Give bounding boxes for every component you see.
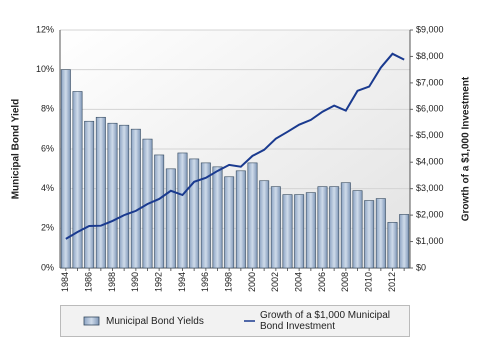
y-tick-label: 0% [41,262,54,272]
x-tick-label: 2004 [294,272,304,292]
y2-axis-title: Growth of a $1,000 Investment [461,76,472,221]
bar [212,166,223,269]
bar [399,214,410,269]
x-tick-label: 2006 [317,272,327,292]
y-tick-label: 4% [41,183,54,193]
legend-swatch [83,316,100,326]
x-tick-label: 1998 [224,272,234,292]
x-tick-label: 1992 [154,272,164,292]
bar [177,152,188,269]
y2-tick-label: $3,000 [416,183,444,193]
y2-tick-label: $0 [416,262,426,272]
chart: Municipal Bond Yield Growth of a $1,000 … [11,24,472,292]
bar [224,176,235,269]
bar [119,124,130,269]
bar [259,180,270,269]
x-tick-label: 2010 [364,272,374,292]
bar [60,69,71,269]
bar [352,190,363,269]
line [65,52,405,240]
bar [84,120,95,269]
legend-item: Growth of a $1,000 Municipal Bond Invest… [243,310,398,332]
bar [387,222,398,269]
bar [270,186,281,269]
y-tick-label: 2% [41,223,54,233]
bar [364,200,375,269]
y2-tick-label: $5,000 [416,130,444,140]
legend: Municipal Bond Yields Growth of a $1,000… [60,305,410,337]
bar [200,162,211,269]
bar [375,198,386,269]
bar [247,162,258,269]
bar [340,182,351,269]
bar [235,170,246,269]
x-tick-label: 1996 [200,272,210,292]
bar [130,128,141,269]
x-tick-label: 1988 [107,272,117,292]
bar [165,168,176,269]
x-tick-label: 2008 [340,272,350,292]
y-tick-label: 12% [36,24,54,34]
legend-item: Municipal Bond Yields [83,316,233,327]
y-tick-label: 10% [36,64,54,74]
y2-tick-label: $9,000 [416,24,444,34]
legend-swatch [244,320,255,322]
y2-tick-label: $1,000 [416,236,444,246]
y2-tick-label: $7,000 [416,77,444,87]
y-tick-label: 6% [41,143,54,153]
bar [95,116,106,269]
y2-tick-label: $4,000 [416,157,444,167]
legend-label: Municipal Bond Yields [106,315,204,327]
x-tick-label: 2012 [387,272,397,292]
bar [282,194,293,269]
x-tick-label: 2002 [270,272,280,292]
bar [317,186,328,269]
bar [189,158,200,269]
x-tick-label: 2000 [247,272,257,292]
y2-tick-label: $8,000 [416,51,444,61]
y2-tick-label: $6,000 [416,104,444,114]
y2-tick-label: $2,000 [416,209,444,219]
bar [154,154,165,269]
y-axis-title: Municipal Bond Yield [11,99,22,200]
bar [72,91,83,269]
x-tick-label: 1984 [60,272,70,292]
y-tick-label: 8% [41,104,54,114]
bar [329,186,340,269]
x-tick-label: 1990 [130,272,140,292]
x-tick-label: 1994 [177,272,187,292]
bar [305,192,316,269]
x-tick-label: 1986 [84,272,94,292]
bar [107,122,118,269]
legend-label: Growth of a $1,000 Municipal Bond Invest… [259,310,391,332]
bar [294,194,305,269]
